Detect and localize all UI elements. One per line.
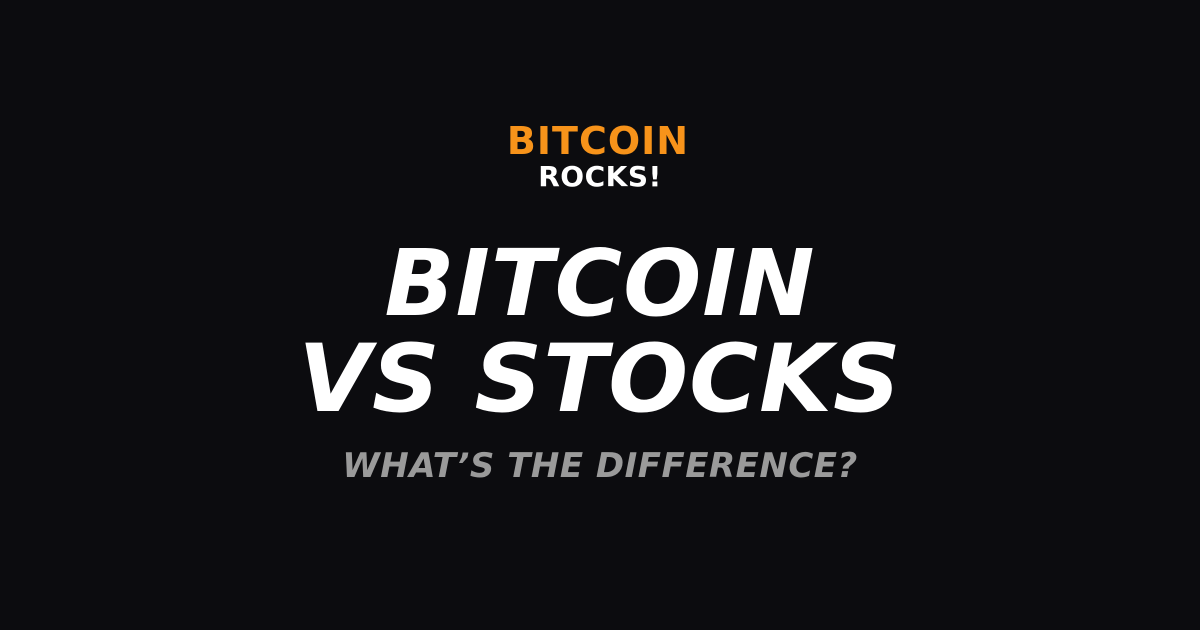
logo-text-rocks: ROCKS!	[538, 160, 662, 193]
bitcoin-rocks-logo: BITCOIN ROCKS!	[0, 122, 1200, 191]
subtitle: WHAT’S THE DIFFERENCE?	[342, 446, 858, 486]
headline-line-1: BITCOIN	[384, 230, 816, 337]
headline-line-2: VS STOCKS	[298, 325, 902, 434]
logo-text-bitcoin: BITCOIN	[506, 119, 690, 163]
